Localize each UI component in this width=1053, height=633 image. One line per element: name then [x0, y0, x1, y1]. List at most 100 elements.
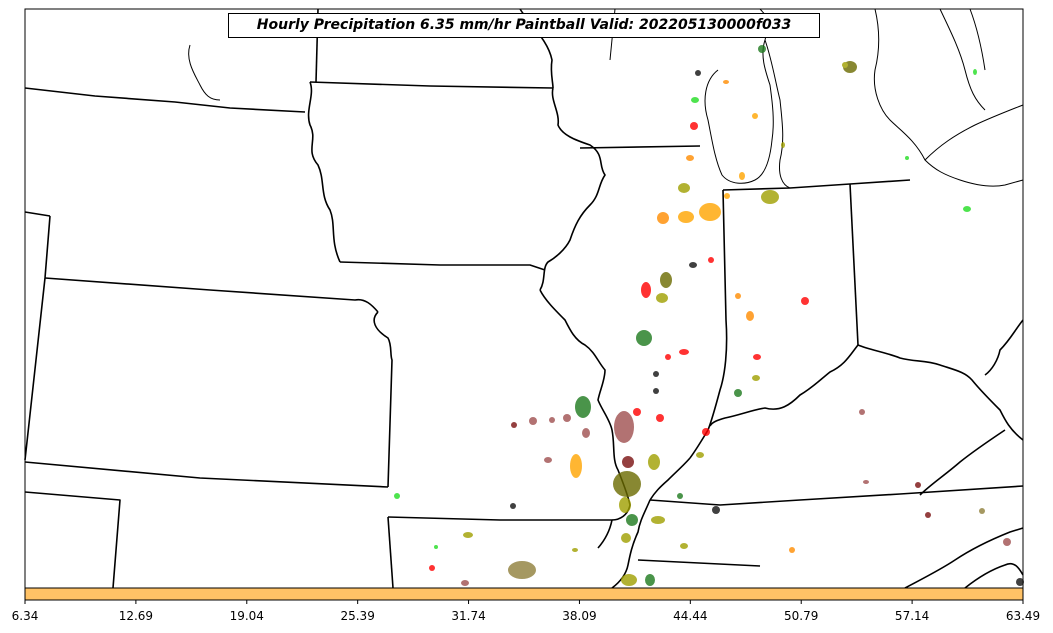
precip-blob — [973, 69, 977, 75]
precip-blob — [677, 493, 683, 499]
boundary-ne-ks — [44, 277, 379, 313]
precip-blob — [621, 533, 631, 543]
precip-blob — [651, 516, 665, 524]
precip-blob — [679, 349, 689, 355]
precip-blob — [394, 493, 400, 499]
precip-blob — [691, 97, 699, 103]
lake-erie — [924, 104, 1024, 161]
map-title: Hourly Precipitation 6.35 mm/hr Paintbal… — [228, 13, 820, 38]
colorbar-tick-label: 44.44 — [673, 609, 708, 623]
michigan-peninsula — [764, 39, 791, 189]
boundary-ky-va — [919, 429, 1006, 496]
precip-blob — [621, 574, 637, 586]
precip-blob — [665, 354, 671, 360]
precip-blob — [801, 297, 809, 305]
colorbar-tick-label: 38.09 — [562, 609, 597, 623]
precip-blob — [699, 203, 721, 221]
boundary-ks-ok — [24, 461, 389, 488]
precip-blob — [963, 206, 971, 212]
precip-blob — [508, 561, 536, 579]
precip-blob — [702, 428, 710, 436]
boundary-ok-panhandle — [24, 491, 121, 589]
precip-blob — [724, 193, 730, 199]
precip-blob — [636, 330, 652, 346]
precip-blob — [761, 190, 779, 204]
boundary-iowa-south — [339, 261, 546, 271]
precip-blob — [653, 371, 659, 377]
lake-shore-1 — [939, 8, 986, 111]
precip-blob — [656, 293, 668, 303]
colorbar-tick-label: 50.79 — [784, 609, 819, 623]
precip-blob — [626, 514, 638, 526]
precip-blob — [1016, 578, 1024, 586]
boundary-tn-south — [637, 559, 761, 567]
precip-blob — [686, 155, 694, 161]
boundary-oh-pa — [984, 319, 1024, 376]
precip-blob — [510, 503, 516, 509]
precip-blob — [925, 512, 931, 518]
colorbar-tick-label: 12.69 — [118, 609, 154, 623]
boundary-ne-north — [24, 87, 306, 113]
boundary-in-oh — [849, 183, 859, 346]
precip-blob — [549, 417, 555, 423]
precip-blob — [723, 80, 729, 84]
precip-blob — [746, 311, 754, 321]
precip-blob — [511, 422, 517, 428]
precip-blob — [622, 456, 634, 468]
precip-blob — [461, 580, 469, 586]
precip-blob — [570, 454, 582, 478]
precip-blob — [619, 497, 631, 513]
precip-blob — [739, 172, 745, 180]
precip-blob — [859, 409, 865, 415]
boundary-iowa-east — [539, 87, 606, 291]
boundary-il-north — [579, 145, 701, 149]
precip-blob — [653, 388, 659, 394]
precip-blob — [657, 212, 669, 224]
precipitation-blobs — [394, 45, 1024, 586]
colorbar-tick-label: 19.04 — [229, 609, 264, 623]
precip-blob — [1003, 538, 1011, 546]
precip-blob — [690, 122, 698, 130]
precip-blob — [633, 408, 641, 416]
precip-blob — [734, 389, 742, 397]
boundary-ok-ar — [387, 516, 394, 589]
lake-shore-2 — [969, 8, 986, 71]
precip-blob — [544, 457, 552, 463]
boundary-misc-south — [964, 562, 1024, 589]
precip-blob — [695, 70, 701, 76]
precip-blob — [905, 156, 909, 160]
precip-blob — [645, 574, 655, 586]
boundary-in-ky — [709, 344, 859, 427]
precip-blob — [753, 354, 761, 360]
precip-blob — [915, 482, 921, 488]
boundary-ky-tn — [649, 485, 1024, 506]
colorbar-ticks — [24, 600, 1024, 604]
precip-blob — [789, 547, 795, 553]
boundary-mo-ar — [387, 516, 613, 549]
precip-blob — [689, 262, 697, 268]
precip-blob — [656, 414, 664, 422]
precip-blob — [648, 454, 660, 470]
precip-blob — [863, 480, 869, 484]
precip-blob — [434, 545, 438, 549]
lake-huron — [873, 8, 1024, 187]
precip-blob — [529, 417, 537, 425]
colorbar-tick-label: 63.49 — [1005, 609, 1041, 623]
precip-blob — [842, 62, 848, 68]
boundary-oh-ky — [857, 344, 1024, 441]
precip-blob — [429, 565, 435, 571]
precip-blob — [758, 45, 766, 53]
boundary-nc — [904, 527, 1024, 589]
precip-blob — [781, 142, 785, 148]
precip-blob — [735, 293, 741, 299]
precip-blob — [752, 375, 760, 381]
precip-blob — [979, 508, 985, 514]
precip-blob — [575, 396, 591, 418]
precip-blob — [678, 211, 694, 223]
boundary-in-mi — [722, 179, 911, 191]
colorbar — [24, 587, 1024, 601]
lake-michigan — [188, 8, 1024, 189]
precip-blob — [582, 428, 590, 438]
colorbar-tick-label: 57.14 — [894, 609, 930, 623]
precip-blob — [696, 452, 704, 458]
